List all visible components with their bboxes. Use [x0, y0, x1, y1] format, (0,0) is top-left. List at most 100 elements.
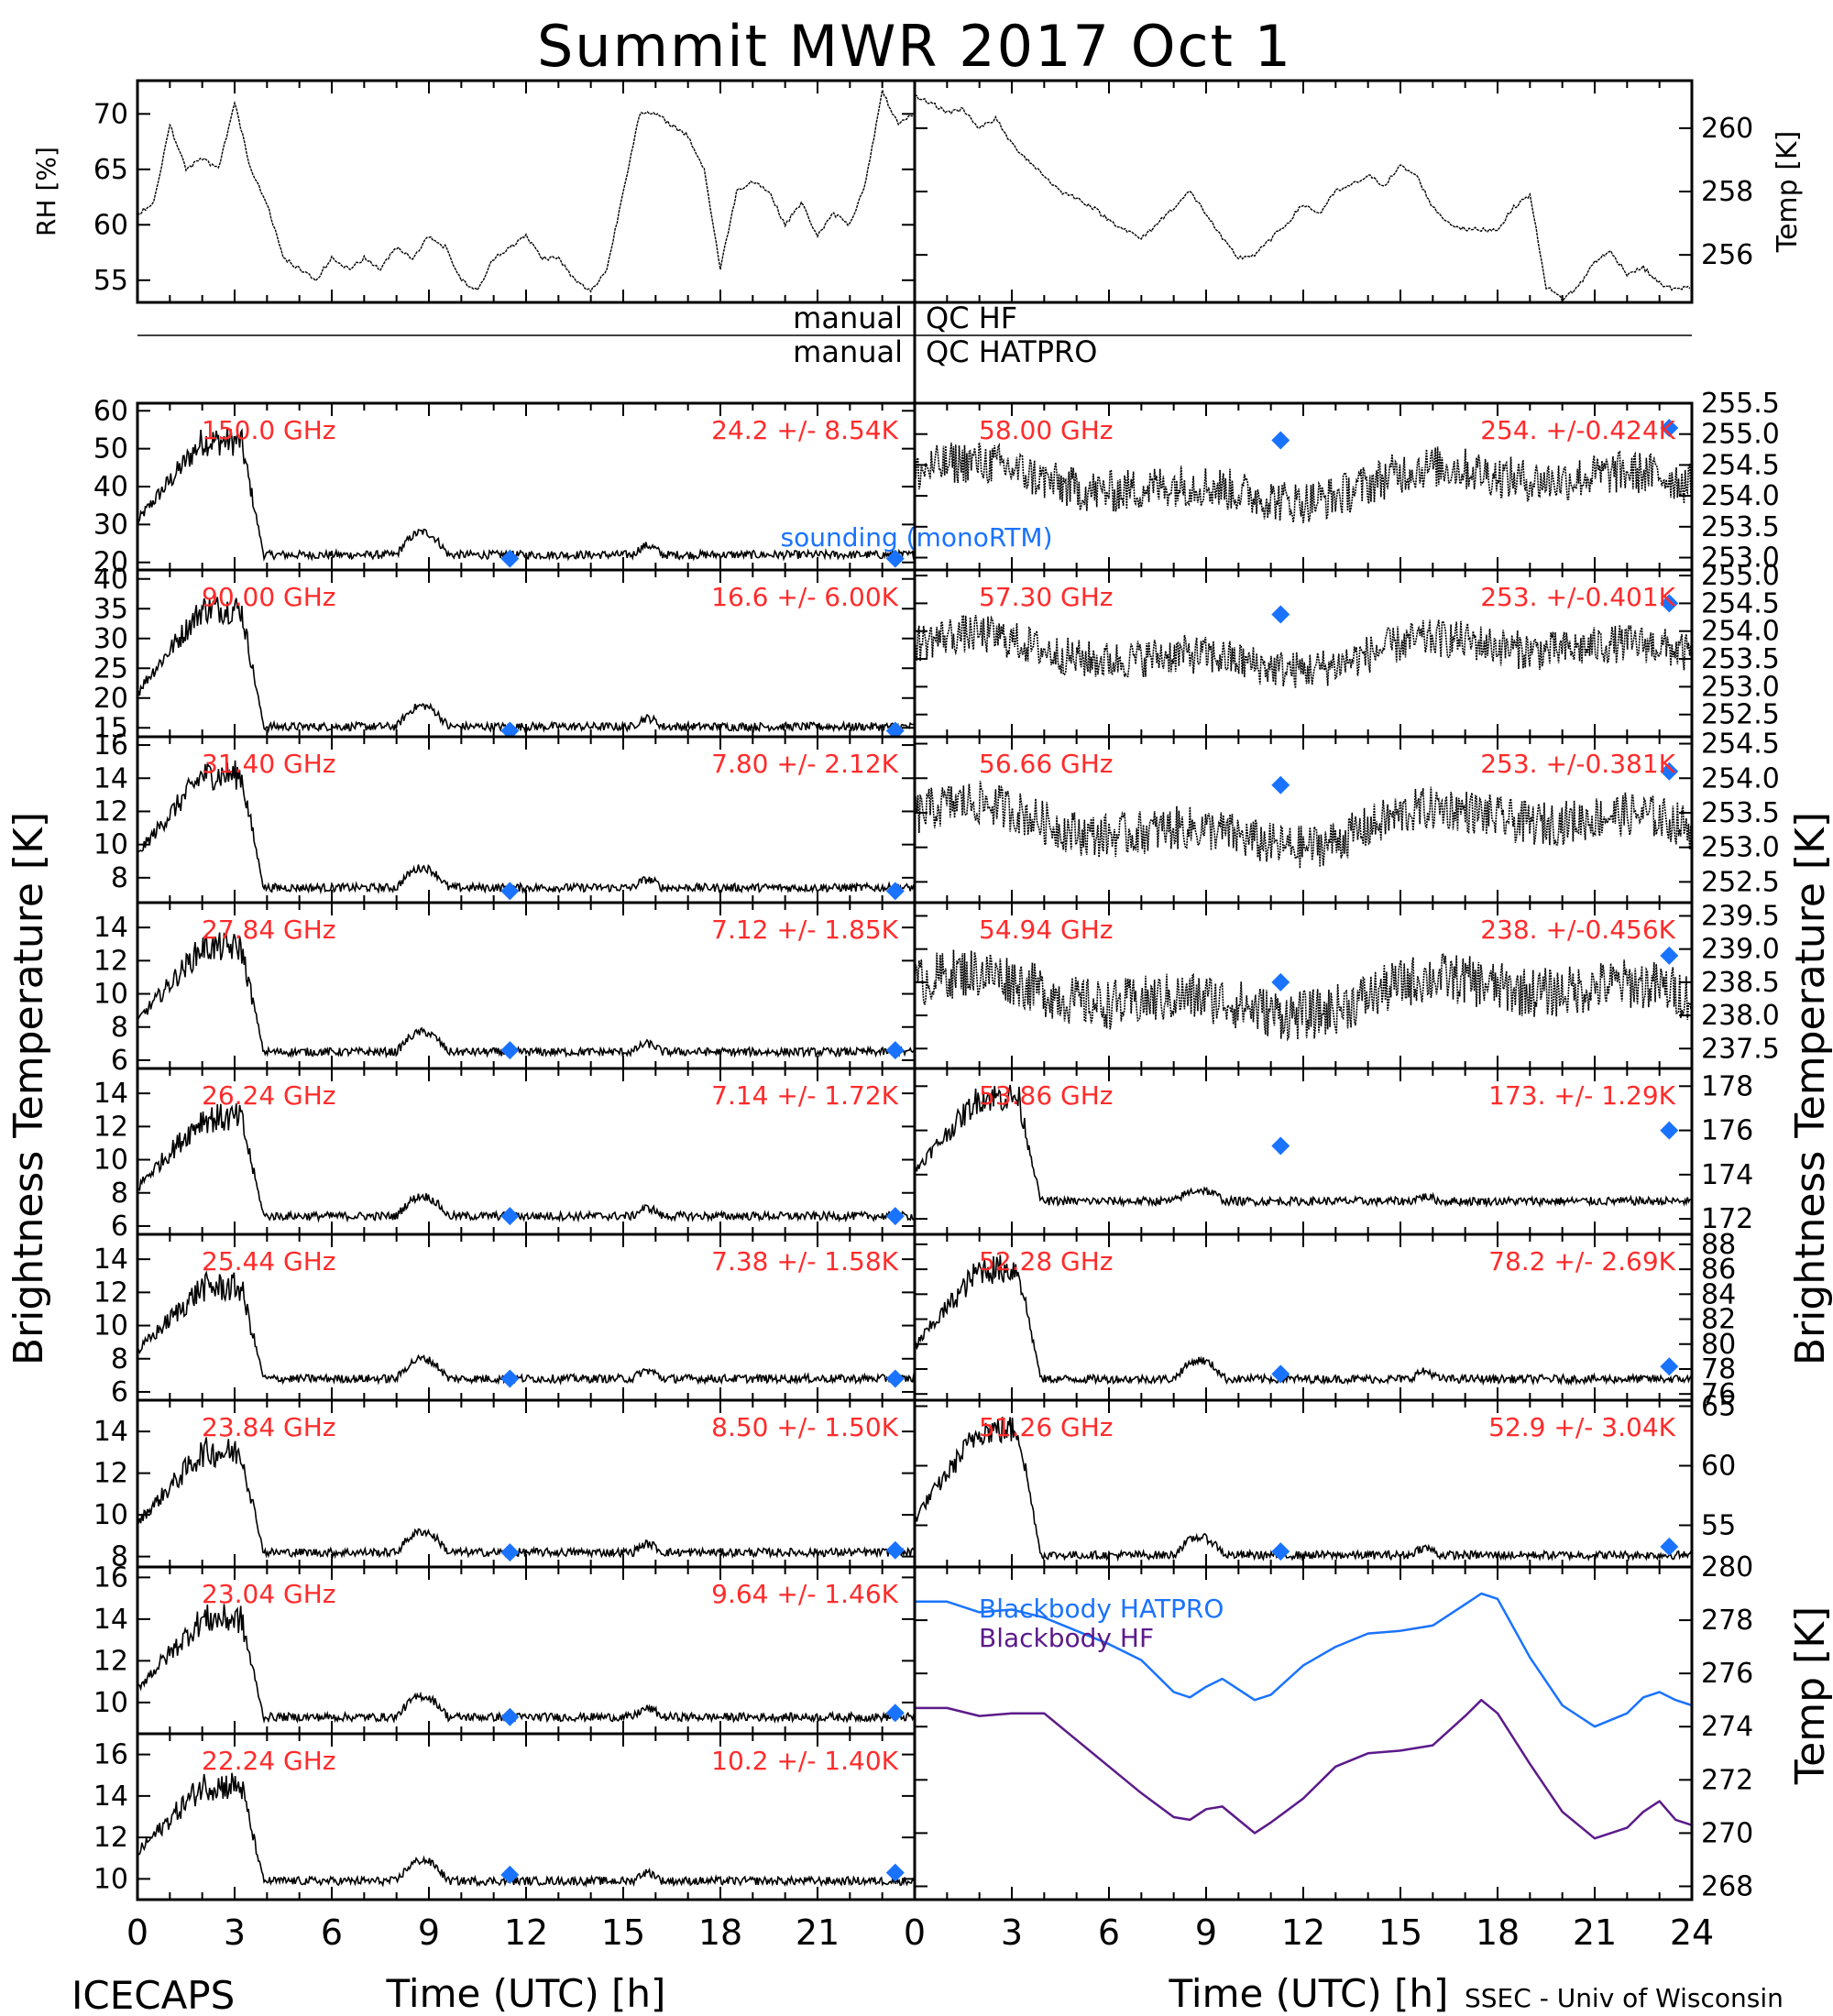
y-tick-label: 60	[93, 395, 128, 427]
sounding-marker	[885, 1369, 905, 1388]
y-tick-label: 255.0	[1701, 560, 1780, 592]
frequency-label: 54.94 GHz	[979, 915, 1114, 945]
y-axis-label: Temp [K]	[1772, 131, 1804, 254]
y-axis-title-left: Brightness Temperature [K]	[5, 812, 52, 1365]
y-tick-label: 55	[93, 265, 128, 297]
plot-area	[137, 427, 915, 568]
y-tick-label: 8	[111, 862, 128, 894]
y-tick-label: 8	[111, 1012, 128, 1044]
y-tick-label: 15	[93, 712, 128, 744]
frequency-label: 25.44 GHz	[202, 1246, 336, 1276]
y-tick-label: 76	[1701, 1378, 1736, 1410]
qc-label-left: manual	[793, 334, 903, 369]
y-tick-label: 14	[93, 912, 128, 944]
y-tick-label: 10	[93, 1145, 128, 1177]
trace-line	[915, 780, 1692, 869]
sounding-marker	[1271, 972, 1290, 992]
y-tick-label: 35	[93, 593, 128, 625]
y-tick-label: 78	[1701, 1353, 1736, 1386]
trace-line	[137, 427, 915, 562]
x-tick-label: 21	[796, 1912, 840, 1953]
plot-area	[137, 1103, 915, 1226]
sounding-marker	[1271, 1542, 1290, 1561]
y-tick-label: 16	[93, 1739, 128, 1771]
y-tick-label: 84	[1701, 1278, 1736, 1310]
panel-hf-22: 10 12 14 16 22.24 GHz 10.2 +/- 1.40K	[93, 1732, 916, 1901]
y-tick-label: 253.5	[1701, 797, 1780, 829]
y-tick-label: 6	[111, 1045, 128, 1077]
y-tick-label: 254.0	[1701, 616, 1780, 648]
trace-line	[137, 760, 915, 895]
trace-line	[915, 949, 1692, 1042]
trace-line	[915, 1255, 1692, 1386]
y-axis-title-right-lower: Temp [K]	[1787, 1606, 1833, 1785]
x-tick-label: 9	[1195, 1912, 1217, 1953]
y-tick-label: 254.5	[1701, 449, 1780, 481]
y-tick-label: 80	[1701, 1329, 1736, 1361]
plot-area	[137, 1437, 915, 1562]
y-tick-label: 237.5	[1701, 1033, 1780, 1065]
qc-label-right: QC HATPRO	[926, 334, 1097, 369]
x-tick-label: 12	[1281, 1912, 1325, 1953]
sounding-marker	[1660, 946, 1679, 965]
panel-hp-53: 172 174 176 178 53.86 GHz 173. +/- 1.29K	[913, 1067, 1753, 1236]
blackbody-line	[915, 1592, 1693, 1728]
y-tick-label: 178	[1701, 1070, 1753, 1102]
y-tick-label: 65	[93, 154, 128, 186]
y-tick-label: 14	[93, 762, 128, 794]
sounding-marker	[1660, 418, 1679, 437]
frequency-label: 23.84 GHz	[202, 1412, 336, 1442]
sounding-marker	[1271, 1364, 1290, 1384]
met-line	[915, 94, 1691, 302]
y-tick-label: 253.5	[1701, 511, 1780, 543]
x-tick-label: 24	[1670, 1912, 1714, 1953]
stats-label: 52.9 +/- 3.04K	[1488, 1412, 1675, 1442]
y-tick-label: 254.5	[1701, 587, 1780, 619]
stats-label: 9.64 +/- 1.46K	[711, 1579, 898, 1609]
y-tick-label: 70	[93, 98, 128, 130]
y-tick-label: 253.0	[1701, 542, 1780, 575]
y-tick-label: 40	[93, 471, 128, 503]
panel-met-rh: 55 60 65 70 RH [%]	[31, 79, 916, 304]
y-tick-label: 254.0	[1701, 762, 1780, 794]
frequency-label: 56.66 GHz	[979, 749, 1114, 779]
sounding-marker	[1271, 1136, 1290, 1156]
frequency-label: 53.86 GHz	[979, 1080, 1114, 1111]
x-tick-label: 9	[418, 1912, 440, 1953]
trace-line	[137, 1772, 915, 1889]
stats-label: 7.80 +/- 2.12K	[711, 749, 898, 779]
plot-area	[915, 946, 1692, 1042]
plot-area	[137, 1772, 915, 1889]
plot-area	[915, 594, 1692, 689]
y-tick-label: 16	[93, 729, 128, 761]
x-tick-label: 3	[1001, 1912, 1023, 1953]
sounding-marker	[1271, 431, 1290, 450]
y-tick-label: 16	[93, 1561, 128, 1594]
panel-hf-23: 8 10 12 14 23.84 GHz 8.50 +/- 1.50K	[93, 1398, 916, 1573]
trace-line	[915, 1084, 1692, 1209]
y-tick-label: 30	[93, 509, 128, 541]
y-tick-label: 10	[93, 1687, 128, 1719]
y-tick-label: 40	[93, 564, 128, 596]
frequency-label: 57.30 GHz	[979, 582, 1114, 612]
sounding-marker	[1660, 761, 1679, 781]
trace-line	[137, 597, 915, 734]
stats-label: 173. +/- 1.29K	[1488, 1080, 1675, 1111]
frequency-label: 26.24 GHz	[202, 1080, 336, 1111]
stats-label: 78.2 +/- 2.69K	[1488, 1246, 1675, 1276]
y-tick-label: 274	[1701, 1711, 1753, 1743]
stats-label: 238. +/-0.456K	[1480, 915, 1675, 945]
y-tick-label: 280	[1701, 1551, 1753, 1583]
sounding-marker	[500, 1041, 520, 1060]
y-tick-label: 260	[1701, 113, 1753, 145]
y-tick-label: 10	[93, 1499, 128, 1531]
sounding-marker	[500, 1543, 520, 1562]
plot-area	[137, 1270, 915, 1388]
x-tick-label: 15	[1378, 1912, 1422, 1953]
x-tick-label: 18	[698, 1912, 742, 1953]
trace-line	[137, 1270, 915, 1386]
